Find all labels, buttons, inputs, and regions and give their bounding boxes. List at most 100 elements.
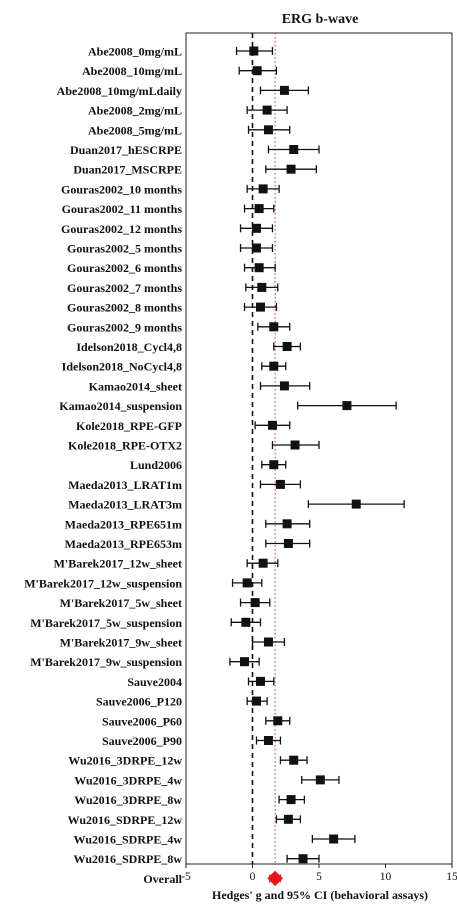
x-tick-label: 10 — [380, 871, 392, 883]
study-mark — [278, 795, 306, 805]
study-marks — [229, 46, 405, 887]
point-estimate — [342, 401, 352, 411]
study-label: Abe2008_0mg/mL — [88, 45, 182, 59]
study-label: Wu2016_3DRPE_12w — [68, 754, 182, 768]
point-estimate — [351, 499, 361, 509]
study-mark — [265, 519, 311, 529]
study-label: Sauve2006_P90 — [102, 734, 182, 748]
study-mark — [265, 539, 311, 548]
study-mark — [239, 223, 274, 233]
study-label: Wu2016_SDRPE_4w — [74, 833, 183, 847]
point-estimate — [275, 479, 285, 489]
study-label: Sauve2006_P120 — [96, 695, 182, 709]
point-estimate — [254, 204, 264, 214]
study-mark — [267, 145, 320, 154]
point-estimate — [252, 66, 262, 76]
study-mark — [231, 578, 263, 588]
point-estimate — [273, 716, 283, 726]
study-label: Maeda2013_LRAT1m — [68, 478, 182, 492]
study-mark — [246, 558, 279, 568]
study-mark — [243, 263, 276, 273]
study-mark — [307, 499, 405, 509]
study-mark — [251, 637, 286, 647]
study-label: Abe2008_5mg/mL — [88, 123, 182, 137]
study-mark — [257, 322, 291, 332]
study-label: M'Barek2017_12w_suspension — [24, 576, 182, 590]
point-estimate — [241, 617, 251, 627]
study-mark — [271, 440, 320, 450]
point-estimate — [283, 539, 293, 548]
study-mark — [239, 598, 271, 608]
study-mark — [259, 381, 311, 391]
study-label: Kole2018_RPE-GFP — [76, 419, 182, 433]
study-mark — [275, 814, 302, 824]
point-estimate — [263, 637, 273, 647]
study-labels: Abe2008_0mg/mL Abe2008_10mg/mL Abe2008_10m… — [24, 45, 182, 886]
study-label: Abe2008_10mg/mL — [82, 64, 182, 78]
study-mark — [286, 854, 320, 864]
point-estimate — [254, 263, 264, 273]
point-estimate — [269, 322, 279, 332]
study-label: Maeda2013_RPE651m — [65, 517, 182, 531]
study-label: Gouras2002_8 months — [67, 301, 182, 315]
point-estimate — [289, 145, 299, 154]
study-mark — [246, 184, 280, 194]
study-mark — [259, 85, 310, 95]
study-mark — [243, 204, 275, 214]
study-mark — [238, 66, 278, 76]
study-mark — [230, 617, 262, 627]
study-label: Idelson2018_NoCycl4,8 — [62, 360, 182, 374]
study-mark — [245, 282, 279, 292]
study-label: Sauve2004 — [127, 675, 182, 689]
study-label: M'Barek2017_9w_suspension — [30, 655, 182, 669]
study-label: Sauve2006_P60 — [102, 714, 182, 728]
point-estimate — [269, 361, 279, 371]
point-estimate — [257, 282, 267, 292]
study-label: Wu2016_SDRPE_12w — [68, 813, 183, 827]
overall-label: Overall — [143, 872, 182, 886]
point-estimate — [258, 558, 268, 568]
point-estimate — [282, 342, 292, 351]
point-estimate — [283, 814, 293, 824]
x-tick-label: 15 — [446, 871, 457, 883]
study-label: M'Barek2017_5w_suspension — [30, 616, 182, 630]
point-estimate — [290, 440, 300, 450]
study-mark — [246, 696, 268, 706]
point-estimate — [251, 243, 261, 253]
chart-title: ERG b-wave — [282, 12, 359, 27]
x-tick-label: -5 — [181, 871, 191, 883]
point-estimate — [267, 420, 277, 430]
study-label: Gouras2002_12 months — [61, 222, 182, 236]
study-mark — [239, 243, 274, 253]
study-label: M'Barek2017_12w_sheet — [54, 557, 182, 571]
study-label: M'Barek2017_5w_sheet — [60, 596, 182, 610]
study-mark — [311, 834, 356, 844]
x-tick-label: 0 — [250, 871, 256, 883]
study-mark — [229, 657, 260, 667]
study-label: Kole2018_RPE-OTX2 — [68, 439, 182, 453]
study-label: Maeda2013_RPE653m — [65, 537, 182, 551]
point-estimate — [255, 676, 265, 686]
study-label: Gouras2002_7 months — [67, 281, 182, 295]
point-estimate — [255, 302, 265, 312]
study-label: Wu2016_3DRPE_8w — [74, 793, 182, 807]
study-mark — [265, 164, 317, 174]
study-mark — [247, 676, 275, 686]
study-mark — [259, 479, 302, 489]
study-label: Kamao2014_suspension — [59, 399, 182, 413]
point-estimate — [258, 184, 268, 194]
point-estimate — [269, 460, 279, 470]
study-label: Maeda2013_LRAT3m — [68, 498, 182, 512]
point-estimate — [315, 775, 325, 785]
study-mark — [246, 105, 288, 115]
study-mark — [255, 736, 282, 745]
study-label: Kamao2014_sheet — [89, 379, 182, 393]
reference-lines — [251, 33, 276, 864]
study-mark — [261, 460, 287, 470]
study-label: Gouras2002_9 months — [67, 320, 182, 334]
point-estimate — [251, 223, 261, 233]
point-estimate — [242, 578, 252, 588]
study-label: Abe2008_2mg/mL — [88, 104, 182, 118]
x-tick-label: 5 — [316, 871, 322, 883]
